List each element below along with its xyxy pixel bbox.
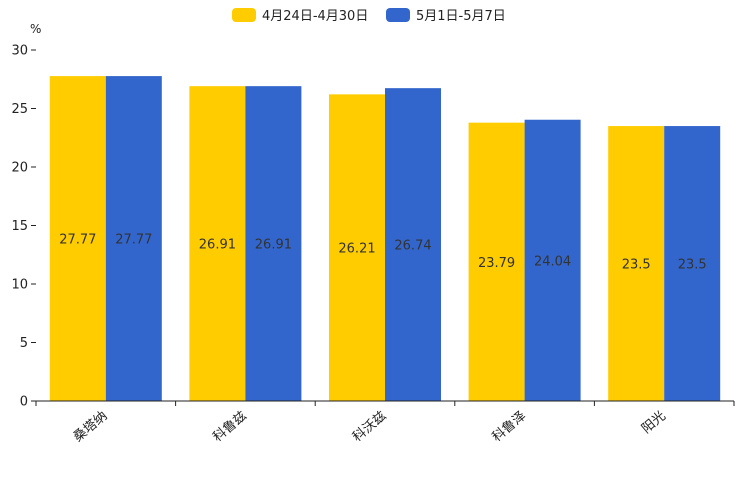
data-label: 26.74	[394, 239, 431, 254]
bar-series1-0	[49, 76, 106, 401]
data-label: 26.91	[199, 238, 236, 253]
y-tick-label: 10	[11, 278, 28, 293]
data-label: 24.04	[534, 254, 571, 269]
x-category-label: 桑塔纳	[71, 409, 111, 446]
bar-series2-1	[245, 86, 302, 401]
data-label: 27.77	[59, 233, 96, 248]
bar-series1-1	[189, 86, 246, 401]
y-tick-label: 5	[20, 336, 28, 351]
legend: 4月24日-4月30日 5月1日-5月7日	[232, 8, 506, 24]
x-category-label: 科沃兹	[350, 409, 390, 446]
y-tick-label: 15	[11, 219, 28, 234]
bar-series1-4	[608, 126, 665, 402]
bar-series1-3	[468, 122, 525, 402]
data-label: 23.79	[478, 256, 515, 271]
y-tick-label: 20	[11, 161, 28, 176]
bar-series1-2	[329, 94, 385, 401]
x-category-label: 科鲁兹	[210, 409, 250, 446]
y-axis: 0 5 10 15 20 25 30	[11, 44, 36, 410]
data-label: 23.5	[622, 258, 651, 273]
y-tick-label: 25	[11, 102, 28, 117]
data-label: 26.21	[338, 242, 375, 257]
bar-series2-0	[105, 76, 162, 401]
legend-label: 4月24日-4月30日	[262, 9, 368, 24]
legend-label: 5月1日-5月7日	[416, 9, 506, 24]
data-label: 27.77	[115, 233, 152, 248]
bars: 27.77 27.77 26.91 26.91 26.21 26.74 23.79 24.04…	[49, 76, 721, 402]
bar-series2-2	[385, 88, 441, 401]
y-tick-label: 30	[11, 44, 28, 59]
y-tick-label: 0	[20, 395, 28, 410]
x-category-label: 阳光	[639, 409, 669, 437]
legend-swatch	[386, 8, 410, 22]
bar-series2-4	[664, 126, 721, 402]
x-category-label: 科鲁泽	[490, 409, 530, 446]
legend-swatch	[232, 8, 256, 22]
x-axis: 桑塔纳 科鲁兹 科沃兹 科鲁泽 阳光	[35, 400, 735, 446]
bar-series2-3	[524, 119, 581, 402]
y-axis-unit-label: %	[30, 22, 41, 36]
data-label: 26.91	[255, 238, 292, 253]
data-label: 23.5	[678, 258, 707, 273]
